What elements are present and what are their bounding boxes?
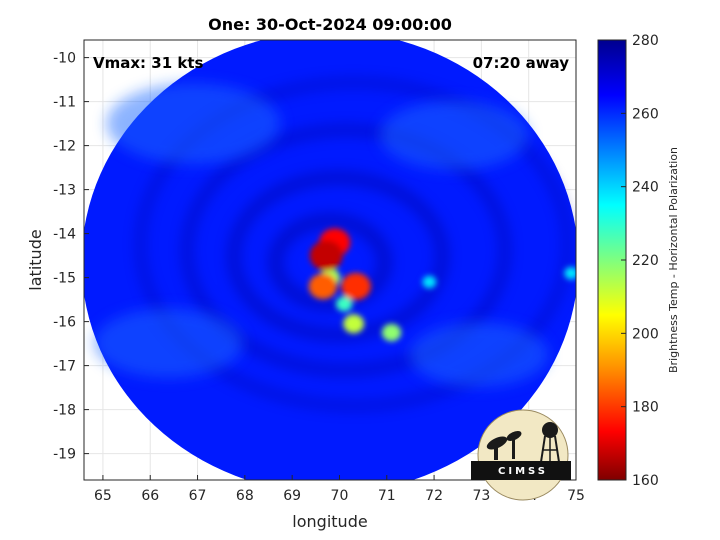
water-tower-icon bbox=[540, 422, 560, 463]
spiral-band bbox=[228, 172, 448, 340]
colorbar-tick-label: 200 bbox=[632, 326, 659, 342]
convection-cell bbox=[309, 240, 343, 271]
light-streaks bbox=[94, 83, 549, 387]
y-tick-label: -18 bbox=[53, 403, 76, 419]
x-tick-label: 72 bbox=[425, 488, 443, 504]
convection-cells bbox=[308, 228, 576, 342]
spiral-band bbox=[269, 214, 391, 310]
light-streak bbox=[409, 322, 549, 387]
chart-title: One: 30-Oct-2024 09:00:00 bbox=[208, 15, 452, 34]
colorbar-tick-label: 280 bbox=[632, 33, 659, 49]
light-streak bbox=[94, 308, 244, 378]
colorbar: 280 260 240 220 200 180 160 Brightness Temp - … bbox=[597, 33, 680, 489]
colorbar-label: Brightness Temp - Horizontal Polarizatio… bbox=[667, 147, 680, 373]
x-tick-label: 66 bbox=[141, 488, 159, 504]
x-tick-label: 65 bbox=[94, 488, 112, 504]
convection-cell bbox=[335, 296, 353, 312]
satellite-dish-icon bbox=[486, 431, 522, 460]
y-tick-label: -10 bbox=[53, 51, 76, 67]
y-tick-label: -19 bbox=[53, 447, 76, 463]
convection-cell bbox=[564, 266, 576, 280]
colorbar-tick-label: 180 bbox=[632, 400, 659, 416]
cimss-logo: CIMSS bbox=[471, 409, 571, 501]
colorbar-tick-label: 240 bbox=[632, 180, 659, 196]
x-tick-label: 69 bbox=[283, 488, 301, 504]
plot-frame bbox=[83, 39, 577, 481]
x-tick-label: 70 bbox=[331, 488, 349, 504]
x-tick-label: 73 bbox=[472, 488, 490, 504]
colorbar-tick-label: 220 bbox=[632, 253, 659, 269]
x-axis-label: longitude bbox=[292, 512, 367, 531]
vmax-annotation: Vmax: 31 kts bbox=[93, 54, 203, 72]
x-tick-label: 68 bbox=[236, 488, 254, 504]
spiral-bands bbox=[137, 79, 571, 409]
convection-cell bbox=[422, 275, 437, 289]
colorbar-tick-label: 260 bbox=[632, 106, 659, 122]
convection-cell bbox=[341, 272, 371, 300]
y-axis-label: latitude bbox=[26, 229, 45, 290]
spiral-band bbox=[137, 79, 571, 409]
colorbar-tick-label: 160 bbox=[632, 473, 659, 489]
convection-cell bbox=[308, 273, 338, 300]
y-tick-label: -12 bbox=[53, 139, 76, 155]
y-tick-label: -16 bbox=[53, 315, 76, 331]
light-streak bbox=[106, 83, 281, 165]
time-away-annotation: 07:20 away bbox=[473, 54, 570, 72]
x-tick-label: 75 bbox=[567, 488, 585, 504]
y-tick-label: -17 bbox=[53, 359, 76, 375]
y-tick-label: -13 bbox=[53, 183, 76, 199]
light-streak bbox=[379, 100, 529, 170]
swath-layer bbox=[84, 40, 576, 480]
y-tick-label: -11 bbox=[53, 95, 76, 111]
axis-ticks: 6566676869707172737475-10-11-12-13-14-15… bbox=[53, 51, 585, 504]
y-tick-label: -15 bbox=[53, 271, 76, 287]
colorbar-ticks: 280 260 240 220 200 180 160 bbox=[621, 33, 659, 489]
x-tick-label: 71 bbox=[378, 488, 396, 504]
convection-cell bbox=[381, 323, 402, 342]
logo-text: CIMSS bbox=[498, 466, 548, 477]
y-tick-label: -14 bbox=[53, 227, 76, 243]
x-tick-label: 67 bbox=[189, 488, 207, 504]
convection-cell bbox=[343, 314, 365, 334]
spiral-band bbox=[183, 126, 509, 375]
